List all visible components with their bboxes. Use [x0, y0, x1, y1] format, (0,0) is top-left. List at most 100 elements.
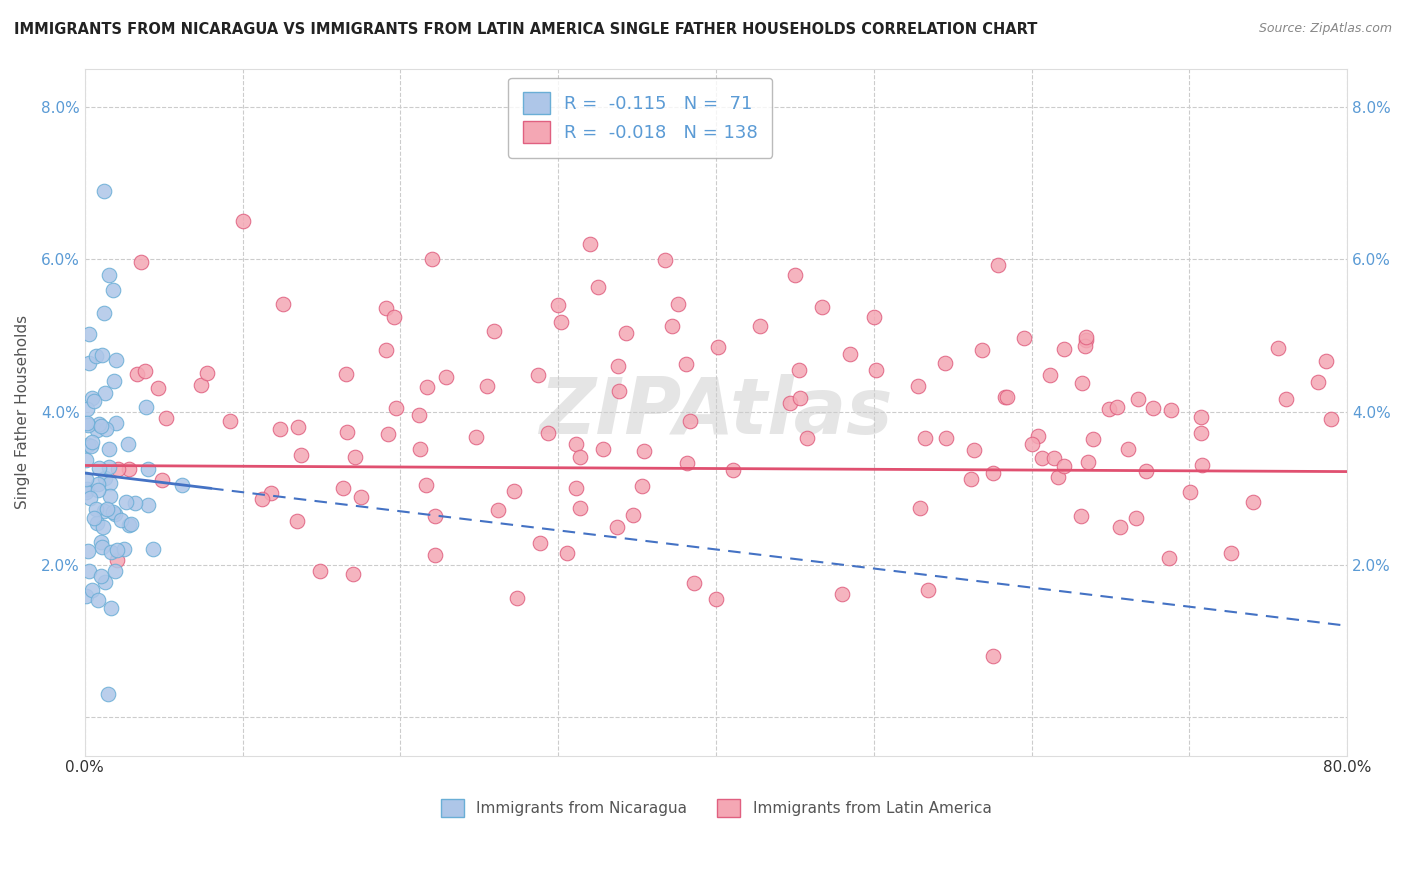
Point	[385, 401, 408, 416]
Point	[260, 485, 283, 500]
Point	[105, 553, 128, 567]
Point	[749, 319, 772, 334]
Point	[170, 478, 193, 492]
Point	[907, 379, 929, 393]
Point	[90, 569, 112, 583]
Point	[93, 306, 115, 320]
Point	[661, 318, 683, 333]
Point	[120, 516, 142, 531]
Point	[1220, 545, 1243, 559]
Point	[136, 462, 159, 476]
Point	[91, 540, 114, 554]
Point	[1241, 495, 1264, 509]
Point	[502, 483, 524, 498]
Point	[863, 310, 886, 325]
Legend: Immigrants from Nicaragua, Immigrants from Latin America: Immigrants from Nicaragua, Immigrants fr…	[434, 793, 997, 823]
Point	[91, 348, 114, 362]
Point	[1052, 342, 1074, 356]
Point	[1116, 442, 1139, 456]
Point	[434, 370, 457, 384]
Point	[1098, 401, 1121, 416]
Point	[377, 426, 399, 441]
Point	[557, 546, 579, 560]
Point	[568, 450, 591, 464]
Point	[607, 384, 630, 399]
Point	[105, 543, 128, 558]
Point	[76, 483, 98, 497]
Point	[82, 582, 104, 597]
Point	[77, 418, 100, 433]
Point	[1125, 510, 1147, 524]
Point	[586, 280, 609, 294]
Point	[77, 564, 100, 578]
Point	[831, 587, 853, 601]
Point	[94, 471, 117, 485]
Point	[465, 430, 488, 444]
Point	[129, 255, 152, 269]
Point	[409, 442, 432, 456]
Point	[250, 491, 273, 506]
Point	[135, 401, 157, 415]
Point	[190, 377, 212, 392]
Point	[1315, 354, 1337, 368]
Point	[416, 380, 439, 394]
Point	[1135, 464, 1157, 478]
Point	[1142, 401, 1164, 415]
Point	[104, 565, 127, 579]
Point	[787, 363, 810, 377]
Point	[962, 443, 984, 458]
Point	[796, 431, 818, 445]
Point	[350, 490, 373, 504]
Point	[90, 419, 112, 434]
Point	[136, 499, 159, 513]
Point	[935, 431, 957, 445]
Point	[1178, 484, 1201, 499]
Point	[100, 601, 122, 615]
Point	[1126, 392, 1149, 407]
Point	[89, 417, 111, 432]
Point	[218, 413, 240, 427]
Point	[94, 575, 117, 590]
Point	[789, 391, 811, 405]
Point	[96, 422, 118, 436]
Point	[232, 214, 254, 228]
Point	[1189, 425, 1212, 440]
Point	[654, 253, 676, 268]
Point	[134, 364, 156, 378]
Point	[425, 508, 447, 523]
Point	[683, 575, 706, 590]
Point	[783, 268, 806, 282]
Point	[107, 462, 129, 476]
Point	[103, 375, 125, 389]
Point	[1070, 508, 1092, 523]
Point	[195, 367, 218, 381]
Point	[96, 502, 118, 516]
Point	[505, 591, 527, 605]
Point	[1081, 432, 1104, 446]
Point	[1074, 333, 1097, 347]
Point	[631, 479, 654, 493]
Point	[97, 268, 120, 282]
Point	[565, 437, 588, 451]
Point	[811, 300, 834, 314]
Point	[105, 416, 128, 430]
Point	[125, 368, 148, 382]
Point	[679, 414, 702, 428]
Point	[93, 184, 115, 198]
Point	[408, 408, 430, 422]
Point	[675, 456, 697, 470]
Point	[779, 396, 801, 410]
Point	[621, 508, 644, 522]
Point	[477, 378, 499, 392]
Point	[382, 310, 405, 325]
Point	[77, 438, 100, 452]
Point	[917, 583, 939, 598]
Point	[666, 297, 689, 311]
Point	[1157, 551, 1180, 566]
Point	[1026, 429, 1049, 443]
Point	[75, 472, 97, 486]
Point	[90, 535, 112, 549]
Point	[308, 564, 330, 578]
Point	[721, 463, 744, 477]
Point	[150, 473, 173, 487]
